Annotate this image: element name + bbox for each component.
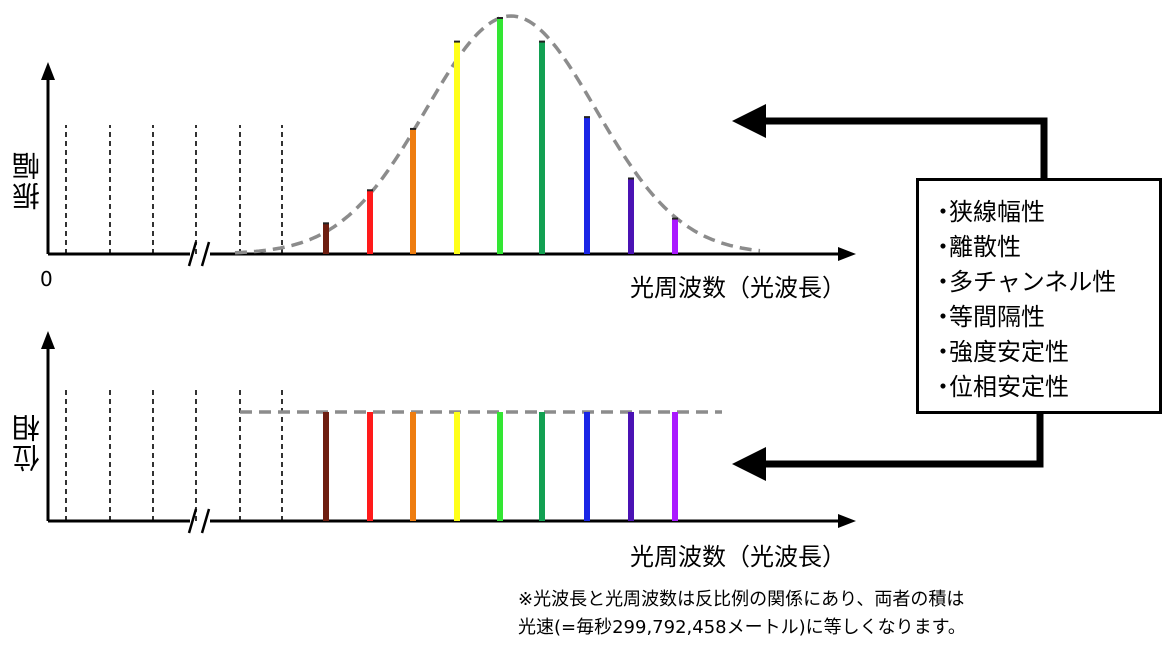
bottom-x-axis-label: 光周波数（光波長） — [630, 543, 846, 571]
amplitude-axis-label: 振幅 — [11, 150, 44, 210]
axis-break-mark — [187, 241, 198, 267]
arrow-to-amplitude-head — [732, 104, 766, 138]
axis-break-mark — [200, 508, 211, 534]
y-axis-arrowhead — [41, 331, 55, 349]
arrow-to-phase — [762, 414, 1044, 468]
origin-label: 0 — [40, 267, 53, 291]
axis-break-gap — [190, 517, 210, 525]
property-item: 離散性 — [931, 230, 1159, 265]
property-item: 等間隔性 — [931, 300, 1159, 335]
axis-break-mark — [187, 508, 198, 534]
axis-break-mark — [200, 241, 211, 267]
arrow-to-amplitude — [762, 117, 1048, 178]
x-axis-arrowhead — [838, 247, 856, 261]
amplitude-chart — [41, 14, 856, 267]
axis-break-gap — [190, 250, 210, 258]
property-item: 多チャンネル性 — [931, 265, 1159, 300]
properties-box: 狭線幅性 離散性 多チャンネル性 等間隔性 強度安定性 位相安定性 — [916, 178, 1162, 414]
top-x-axis-label: 光周波数（光波長） — [630, 274, 846, 302]
arrow-to-phase-head — [732, 447, 766, 481]
y-axis-arrowhead — [41, 62, 55, 80]
x-axis-arrowhead — [838, 514, 856, 528]
footnote: ※光波長と光周波数は反比例の関係にあり、両者の積は 光速(=毎秒299,792,… — [518, 586, 966, 642]
phase-axis-label: 位相 — [11, 412, 44, 472]
connector-arrows — [732, 104, 1048, 481]
property-item: 強度安定性 — [931, 335, 1159, 370]
property-item: 位相安定性 — [931, 370, 1159, 405]
property-item: 狭線幅性 — [931, 195, 1159, 230]
footnote-line: 光速(=毎秒299,792,458メートル)に等しくなります。 — [518, 617, 966, 638]
phase-chart — [41, 331, 856, 534]
footnote-line: ※光波長と光周波数は反比例の関係にあり、両者の積は — [518, 589, 965, 610]
